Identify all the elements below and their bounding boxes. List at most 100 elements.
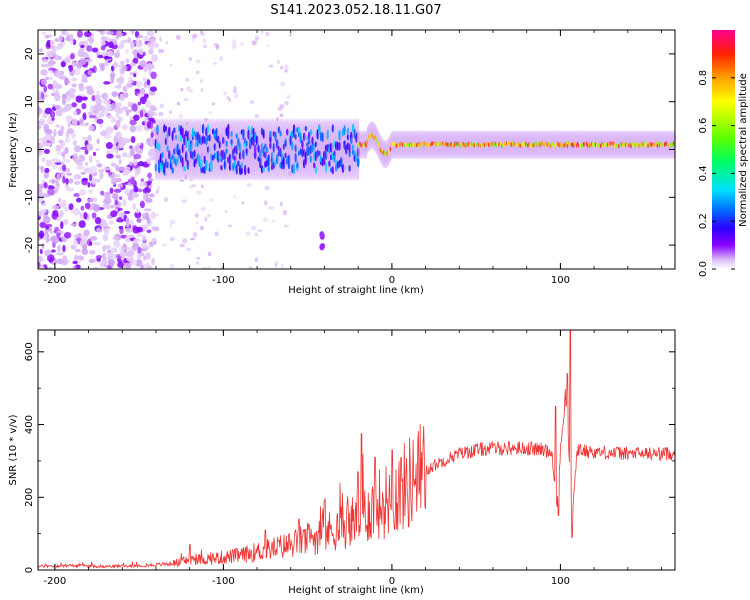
heatmap-blob (155, 190, 159, 195)
heatmap-blob (133, 238, 141, 243)
heatmap-blob (73, 110, 78, 116)
heatmap-blob (68, 88, 76, 94)
heatmap-blob (64, 137, 71, 143)
heatmap-blob (46, 185, 55, 190)
snr-ticks: -200 -100 0 100 0 200 400 600 (24, 330, 675, 587)
heatmap-blob (209, 198, 214, 202)
heatmap-blob (111, 162, 117, 167)
heatmap-blob (78, 84, 85, 92)
heatmap-blob (129, 145, 133, 150)
heatmap-blob (57, 197, 62, 203)
heatmap-blob (158, 111, 164, 117)
heatmap-blob (120, 70, 125, 75)
heatmap-blob (254, 232, 258, 237)
spectrogram-marks (38, 30, 675, 269)
heatmap-blob (186, 77, 190, 83)
heatmap-blob (99, 63, 105, 72)
heatmap-blob (87, 69, 92, 76)
heatmap-blob (41, 31, 47, 36)
heatmap-blob (94, 95, 101, 100)
heatmap-blob (49, 110, 56, 118)
heatmap-blob (40, 63, 48, 68)
heatmap-blob (75, 95, 83, 103)
heatmap-blob (78, 220, 86, 228)
heatmap-blob (279, 113, 284, 117)
heatmap-blob (45, 226, 49, 230)
heatmap-blob (119, 196, 123, 200)
heatmap-blob (129, 40, 135, 49)
heatmap-blob (40, 69, 48, 76)
heatmap-blob (129, 257, 134, 266)
heatmap-blob (135, 80, 143, 88)
heatmap-blob (125, 262, 131, 269)
heatmap-blob (60, 221, 64, 230)
heatmap-blob (142, 212, 150, 220)
heatmap-blob (66, 172, 73, 176)
heatmap-blob (119, 251, 127, 257)
heatmap-blob (103, 228, 110, 236)
heatmap-blob (155, 44, 159, 48)
heatmap-blob (91, 47, 99, 53)
heatmap-blob (116, 167, 125, 171)
heatmap-blob (136, 218, 142, 223)
y-tick-label: 20 (24, 48, 35, 61)
heatmap-blob (68, 65, 73, 72)
heatmap-blob (133, 73, 137, 78)
heatmap-blob (62, 175, 66, 184)
heatmap-blob (129, 148, 135, 157)
heatmap-blob (356, 156, 360, 168)
heatmap-blob (133, 144, 141, 152)
heatmap-blob (100, 94, 108, 98)
heatmap-blob (133, 153, 142, 160)
heatmap-blob (40, 92, 45, 100)
heatmap-blob (124, 109, 133, 113)
heatmap-blob (127, 101, 132, 107)
spectrogram-x-axis-label: Height of straight line (km) (288, 285, 424, 296)
heatmap-blob (203, 38, 206, 44)
y-tick-label: 0 (24, 146, 35, 152)
heatmap-blob (207, 265, 211, 269)
y-tick-label: 10 (24, 95, 35, 108)
heatmap-blob (39, 221, 47, 229)
heatmap-blob (69, 34, 74, 39)
heatmap-blob (70, 53, 75, 60)
heatmap-blob (179, 243, 185, 248)
heatmap-blob (124, 188, 130, 196)
y-tick-label: 200 (24, 488, 35, 507)
heatmap-blob (71, 118, 78, 127)
heatmap-blob (79, 189, 86, 196)
heatmap-blob (46, 39, 52, 48)
heatmap-blob (39, 248, 43, 255)
heatmap-blob (115, 112, 120, 118)
heatmap-blob (123, 92, 129, 98)
heatmap-blob (38, 118, 46, 126)
heatmap-blob (89, 249, 96, 255)
heatmap-blob (130, 136, 136, 144)
heatmap-blob (192, 33, 198, 39)
heatmap-blob (71, 102, 77, 108)
x-tick-label: -100 (212, 275, 235, 286)
heatmap-blob (100, 40, 106, 46)
heatmap-blob (260, 30, 264, 34)
heatmap-blob (131, 193, 140, 198)
heatmap-blob (103, 107, 110, 116)
heatmap-blob (54, 226, 60, 232)
heatmap-blob (146, 229, 152, 234)
heatmap-blob (152, 106, 158, 112)
heatmap-blob (55, 183, 60, 187)
heatmap-blob (249, 266, 253, 269)
heatmap-blob (56, 252, 65, 256)
heatmap-blob (85, 85, 93, 91)
heatmap-blob (71, 83, 77, 88)
heatmap-blob (145, 252, 152, 260)
heatmap-blob (96, 118, 104, 125)
heatmap-blob (131, 103, 138, 112)
heatmap-blob (196, 256, 201, 260)
heatmap-blob (77, 49, 85, 57)
heatmap-blob (120, 60, 125, 66)
heatmap-blob (140, 142, 144, 150)
heatmap-blob (38, 261, 41, 269)
heatmap-blob (72, 265, 77, 269)
heatmap-blob (195, 261, 200, 265)
